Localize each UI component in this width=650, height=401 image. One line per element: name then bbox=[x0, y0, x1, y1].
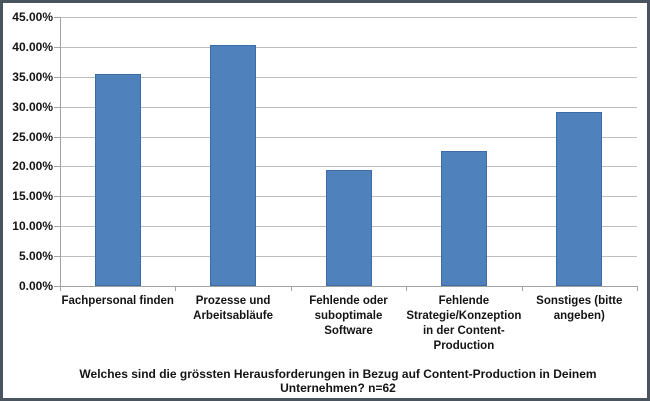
chart-title: Welches sind die grössten Herausforderun… bbox=[79, 367, 597, 395]
gridline bbox=[60, 76, 637, 78]
y-tick-label: 45.00% bbox=[12, 10, 53, 24]
bar bbox=[325, 170, 372, 286]
y-tick-label: 40.00% bbox=[12, 39, 53, 54]
y-tick-label: 25.00% bbox=[12, 129, 53, 144]
x-category-label-text: Fehlende Strategie/Konzeption in der Con… bbox=[406, 295, 522, 352]
bar bbox=[94, 73, 141, 286]
gridline bbox=[60, 136, 637, 138]
x-tick bbox=[290, 286, 292, 291]
bar bbox=[440, 151, 487, 286]
y-tick-label: 10.00% bbox=[12, 219, 53, 234]
gridline bbox=[60, 106, 637, 108]
x-category-label-text: Prozesse und Arbeitsabläufe bbox=[193, 295, 274, 322]
y-tick-label: 35.00% bbox=[12, 69, 53, 84]
x-tick bbox=[521, 286, 523, 291]
x-axis-line bbox=[60, 286, 637, 287]
gridline bbox=[60, 17, 637, 18]
y-tick bbox=[54, 226, 60, 228]
x-category-label: Sonstiges (bitte angeben) bbox=[522, 294, 637, 324]
x-tick bbox=[637, 286, 638, 291]
y-tick-label: 0.00% bbox=[18, 279, 53, 293]
plot-area: 0.00% 5.00% 10.00% 15.00% 20.00% 25.00% 30.00%… bbox=[3, 3, 647, 398]
y-tick bbox=[54, 76, 60, 78]
x-category-label: Fachpersonal finden bbox=[60, 294, 175, 309]
x-tick bbox=[406, 286, 408, 291]
y-tick-label: 20.00% bbox=[12, 159, 53, 174]
y-tick-label: 15.00% bbox=[12, 189, 53, 204]
y-tick bbox=[54, 166, 60, 168]
y-tick bbox=[54, 196, 60, 198]
bar bbox=[556, 112, 603, 286]
y-axis-line bbox=[60, 17, 61, 287]
y-tick bbox=[54, 256, 60, 258]
y-tick bbox=[54, 286, 60, 287]
y-tick bbox=[54, 136, 60, 138]
x-category-label: Prozesse und Arbeitsabläufe bbox=[175, 294, 290, 324]
x-category-label-text: Fehlende oder suboptimale Software bbox=[309, 295, 388, 337]
y-tick bbox=[54, 46, 60, 48]
gridline bbox=[60, 46, 637, 48]
x-category-label-text: Fachpersonal finden bbox=[61, 295, 174, 307]
x-category-label: Fehlende Strategie/Konzeption in der Con… bbox=[406, 294, 521, 354]
y-tick bbox=[54, 17, 60, 18]
y-tick bbox=[54, 106, 60, 108]
x-tick bbox=[175, 286, 177, 291]
x-tick bbox=[60, 286, 61, 291]
gridline bbox=[60, 166, 637, 168]
bar bbox=[210, 44, 257, 286]
y-tick-label: 5.00% bbox=[18, 249, 53, 264]
x-category-label-text: Sonstiges (bitte angeben) bbox=[536, 295, 623, 322]
x-category-label: Fehlende oder suboptimale Software bbox=[291, 294, 406, 339]
y-tick-label: 30.00% bbox=[12, 99, 53, 114]
